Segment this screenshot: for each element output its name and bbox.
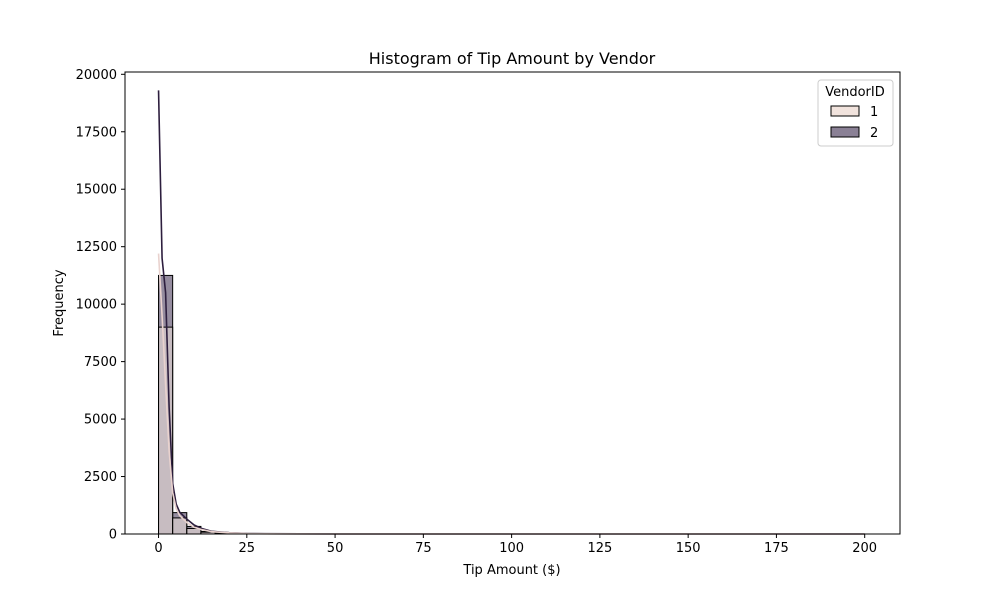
- plot-frame: [124, 71, 901, 535]
- y-tick-label: 15000: [76, 183, 117, 198]
- x-tick-label: 125: [587, 541, 612, 556]
- legend-swatch-1: [830, 105, 860, 117]
- x-tick-label: 200: [852, 541, 877, 556]
- x-tick-label: 175: [764, 541, 789, 556]
- y-tick-label: 7500: [84, 355, 117, 370]
- kde-line-vendor-1: [157, 253, 865, 535]
- x-tick-label: 25: [239, 541, 256, 556]
- chart-title: Histogram of Tip Amount by Vendor: [369, 49, 656, 68]
- y-axis: 0 2500 5000 7500 10000 12500 15000 17500 20000: [76, 68, 125, 543]
- x-tick-label: 0: [154, 541, 162, 556]
- y-tick-label: 2500: [84, 470, 117, 485]
- y-tick-label: 12500: [76, 240, 117, 255]
- legend-swatch-2: [830, 126, 860, 138]
- x-tick-label: 75: [415, 541, 432, 556]
- legend-label-2: 2: [870, 126, 878, 141]
- y-tick-label: 5000: [84, 413, 117, 428]
- x-axis-label: Tip Amount ($): [462, 563, 560, 578]
- legend-title: VendorID: [825, 85, 885, 100]
- y-tick-label: 17500: [76, 125, 117, 140]
- y-tick-label: 0: [109, 528, 117, 543]
- legend-label-1: 1: [870, 105, 878, 120]
- x-tick-label: 50: [327, 541, 344, 556]
- y-tick-label: 10000: [76, 298, 117, 313]
- plot-area: [157, 90, 865, 535]
- kde-line-vendor-2: [157, 90, 865, 535]
- x-tick-label: 150: [676, 541, 701, 556]
- x-axis: 0 25 50 75 100 125 150 175 200: [154, 534, 877, 556]
- legend: VendorID 1 2: [817, 79, 894, 147]
- x-tick-label: 100: [499, 541, 524, 556]
- y-tick-label: 20000: [76, 68, 117, 83]
- y-axis-label: Frequency: [52, 269, 67, 336]
